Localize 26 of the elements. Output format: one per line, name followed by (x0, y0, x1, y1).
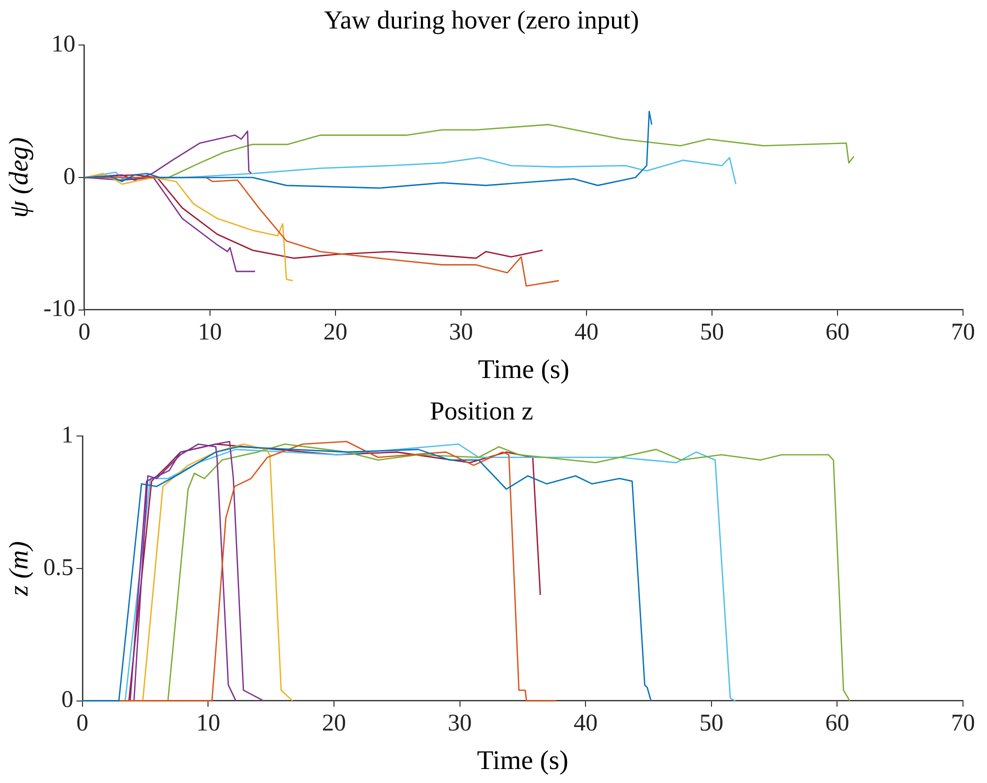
chart-title: Position z (430, 396, 534, 426)
x-tick-label: 30 (448, 319, 473, 346)
x-tick-label: 20 (323, 319, 348, 346)
x-tick-label: 20 (322, 710, 346, 736)
x-tick-label: 60 (825, 319, 850, 346)
chart-title: Yaw during hover (zero input) (324, 5, 640, 34)
y-tick-label: 1 (61, 422, 74, 448)
y-axis-title: ψ (deg) (3, 137, 34, 218)
x-tick-label: 40 (574, 710, 598, 736)
x-tick-label: 70 (951, 710, 975, 736)
y-tick-label: 0 (63, 164, 76, 190)
y-tick-label: 10 (51, 31, 76, 58)
x-tick-label: 60 (825, 710, 850, 736)
x-tick-label: 50 (699, 710, 724, 736)
x-axis-title: Time (s) (477, 744, 568, 775)
x-tick-label: 10 (198, 319, 222, 346)
x-tick-label: 50 (700, 319, 724, 346)
y-tick-label: -10 (43, 296, 76, 322)
x-tick-label: 30 (448, 710, 472, 736)
x-tick-label: 40 (574, 319, 598, 346)
x-axis-title: Time (s) (478, 354, 570, 384)
x-tick-label: 10 (196, 710, 220, 736)
y-tick-label: 0 (61, 687, 74, 714)
y-tick-label: 0.5 (43, 554, 74, 581)
x-tick-label: 70 (951, 319, 975, 346)
y-axis-title: z (m) (3, 541, 34, 597)
